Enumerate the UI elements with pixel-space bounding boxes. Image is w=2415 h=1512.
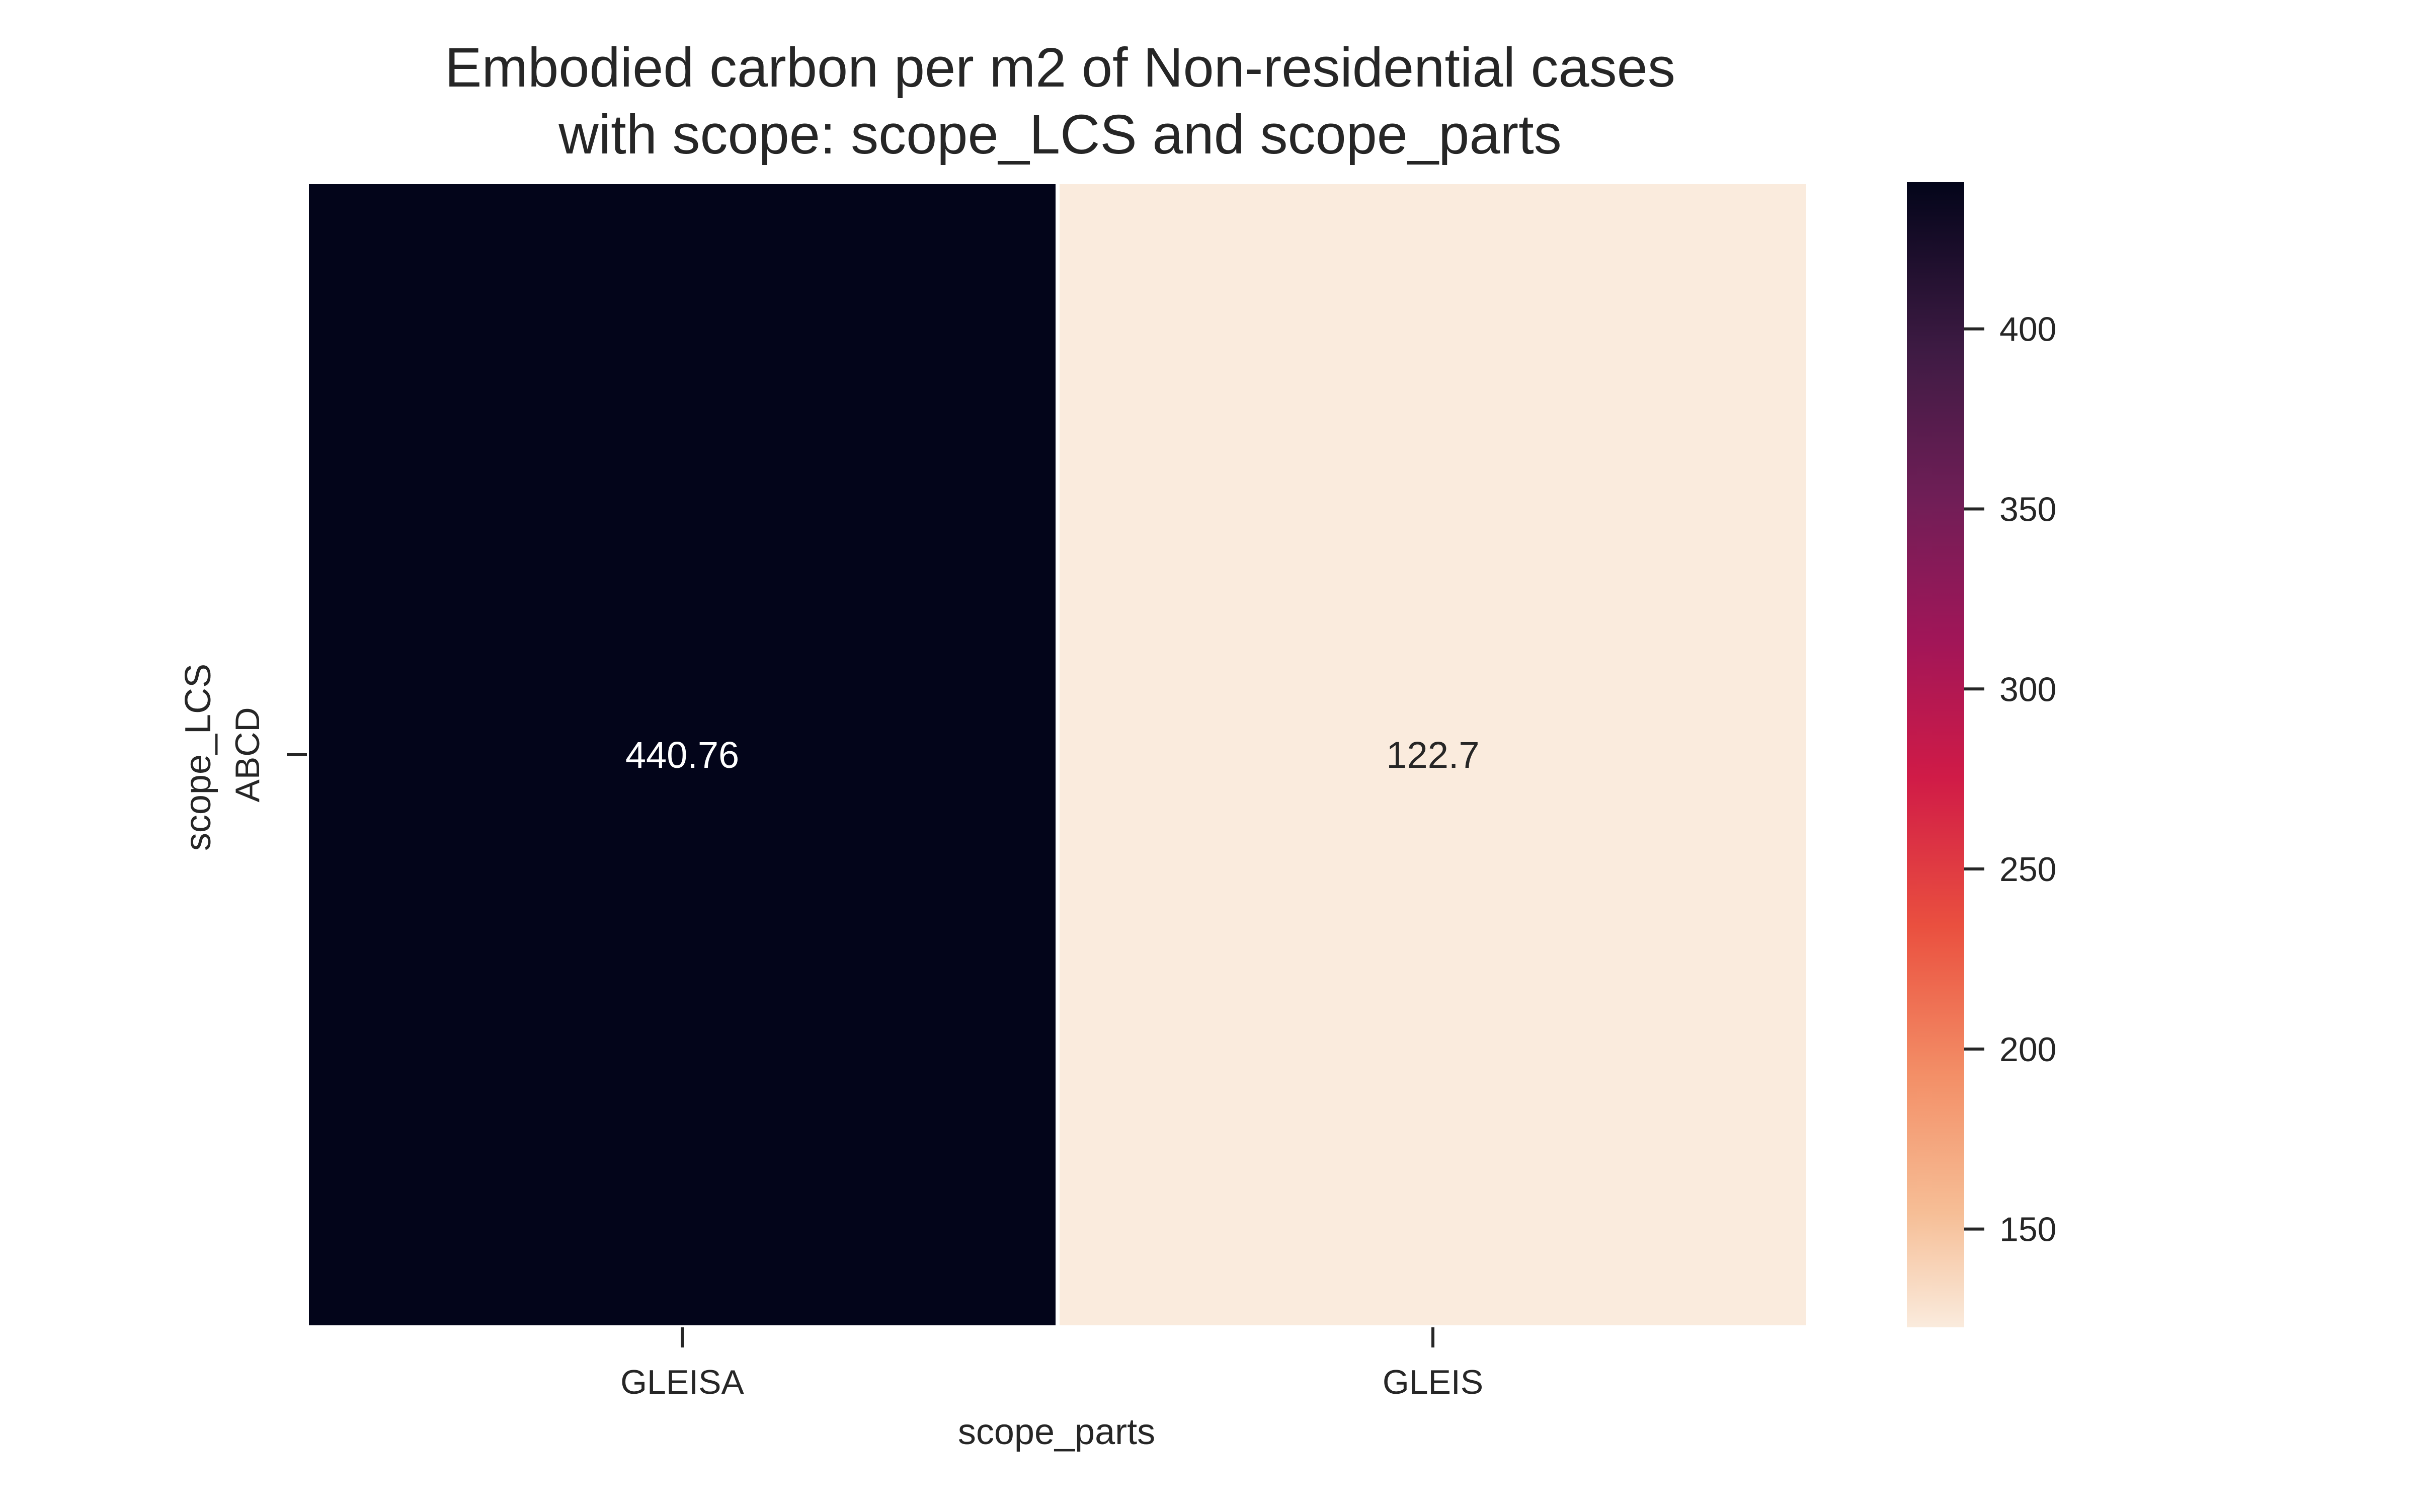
colorbar: 150 200 250 300 350 400 [1907,182,2056,1327]
x-axis-label: scope_parts [958,1412,1155,1452]
colorbar-tick-label: 400 [1999,310,2056,349]
colorbar-tick-label: 250 [1999,850,2056,889]
x-tick-label: GLEIS [1383,1363,1483,1401]
cell-value-label: 122.7 [1386,734,1479,776]
colorbar-tick-label: 350 [1999,490,2056,528]
heatmap-cell [1056,180,1810,1329]
x-axis: GLEISA GLEIS [620,1327,1483,1401]
chart-title: Embodied carbon per m2 of Non-residentia… [445,37,1675,99]
colorbar-ticks: 150 200 250 300 350 400 [1964,310,2056,1249]
colorbar-tick-label: 300 [1999,670,2056,708]
chart-subtitle: with scope: scope_LCS and scope_parts [558,104,1561,166]
y-axis: ABCD [228,707,307,803]
colorbar-tick-label: 150 [1999,1211,2056,1249]
heatmap-cell [305,180,1060,1329]
cell-value-label: 440.76 [625,734,739,776]
colorbar-tick-label: 200 [1999,1030,2056,1069]
heatmap-cells: 440.76 122.7 [305,180,1810,1329]
y-tick-label: ABCD [228,707,267,803]
colorbar-gradient [1907,182,1964,1327]
y-axis-label: scope_LCS [178,664,218,851]
x-tick-label: GLEISA [620,1363,744,1401]
